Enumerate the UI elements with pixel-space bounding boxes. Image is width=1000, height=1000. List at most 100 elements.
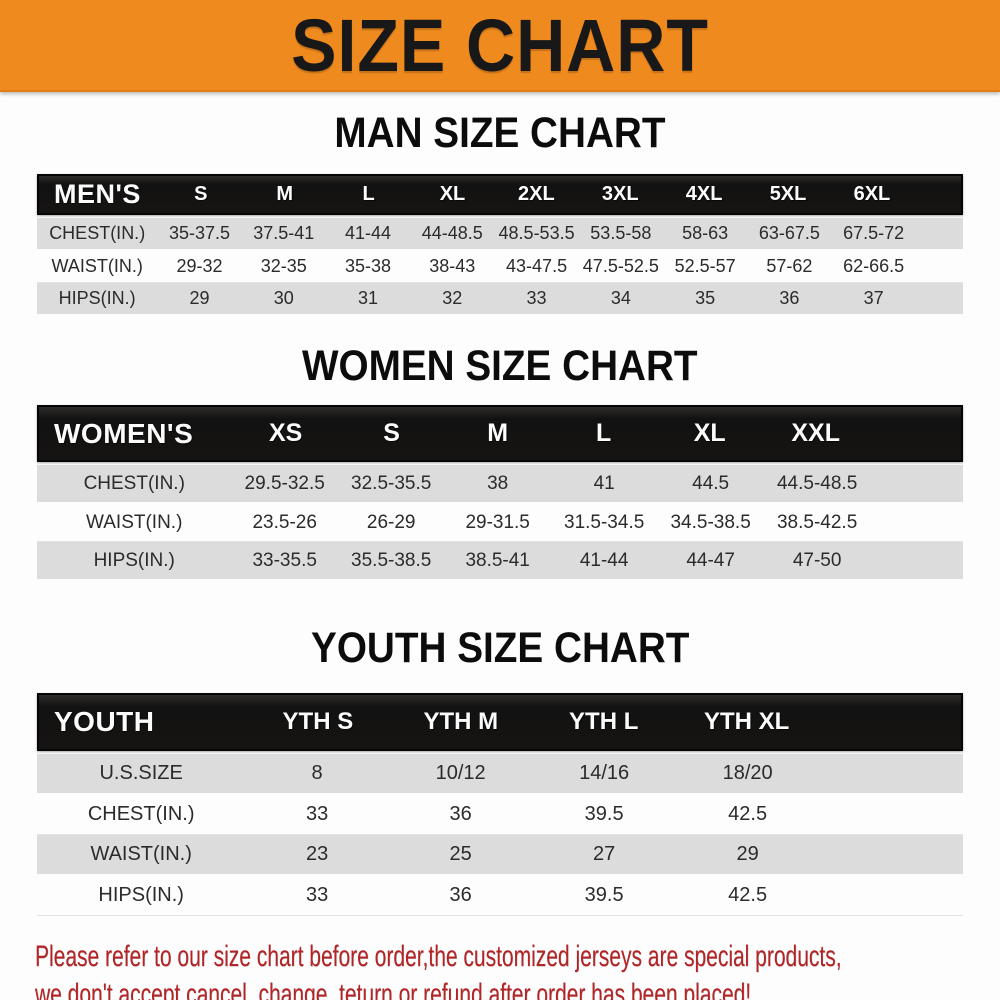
size-value-cell: 38-43 — [429, 256, 476, 276]
table-row-waist-in: WAIST(IN.) 23 25 27 29 — [37, 835, 963, 876]
size-column-header-yth-m: YTH M — [423, 708, 499, 735]
heading-man-size-chart: MAN SIZE CHART — [0, 109, 1000, 157]
table-row-hips-in: HIPS(IN.) 29 30 31 32 33 34 35 36 37 — [37, 283, 963, 316]
size-value-cell: 42.5 — [728, 803, 768, 825]
size-column-header-yth-s: YTH S — [282, 708, 354, 735]
disclaimer-text: Please refer to our size chart before or… — [35, 938, 965, 1000]
size-value-cell: 35-38 — [345, 256, 392, 276]
size-column-header-3xl: 3XL — [601, 183, 639, 205]
row-label: WAIST(IN.) — [90, 843, 192, 865]
size-value-cell: 29-32 — [176, 256, 223, 276]
heading-youth-size-chart: YOUTH SIZE CHART — [0, 624, 1000, 672]
table-row-waist-in: WAIST(IN.) 29-32 32-35 35-38 38-43 43-47.5 47.… — [37, 251, 963, 283]
size-value-cell: 39.5 — [584, 803, 624, 825]
youth-size-table: YOUTH YTH S YTH M YTH L YTH XL U.S.SIZE 8 10/12… — [37, 693, 963, 916]
table-row-chest-in: CHEST(IN.) 33 36 39.5 42.5 — [37, 795, 963, 835]
size-value-cell: 33-35.5 — [252, 549, 317, 571]
size-value-cell: 33 — [305, 803, 329, 825]
size-value-cell: 48.5-53.5 — [498, 223, 575, 243]
table-label: MEN'S — [54, 179, 141, 209]
section-women-size-chart: WOMEN SIZE CHART WOMEN'S XS S M L XL XXL CHEST(I… — [0, 342, 1000, 581]
size-value-cell: 29 — [189, 288, 210, 308]
size-value-cell: 30 — [273, 288, 294, 308]
table-row-u-s-size: U.S.SIZE 8 10/12 14/16 18/20 — [37, 754, 963, 795]
size-column-header-m: M — [487, 419, 509, 447]
size-value-cell: 36 — [449, 803, 472, 825]
table-label: YOUTH — [54, 706, 155, 737]
row-label: WAIST(IN.) — [86, 511, 183, 533]
size-value-cell: 42.5 — [728, 884, 768, 906]
section-man-size-chart: MAN SIZE CHART MEN'S S M L XL 2XL 3XL 4XL 5XL 6XL C… — [0, 109, 1000, 316]
size-column-header-m: M — [276, 183, 294, 205]
heading-text: MAN SIZE CHART — [334, 109, 666, 157]
size-chart-banner: SIZE CHART — [0, 0, 1000, 92]
size-column-header-l: L — [596, 419, 612, 447]
size-value-cell: 53.5-58 — [590, 223, 652, 243]
size-value-cell: 36 — [449, 884, 472, 906]
size-value-cell: 47-50 — [792, 549, 842, 571]
size-value-cell: 38.5-41 — [465, 549, 530, 571]
table-row-chest-in: CHEST(IN.) 35-37.5 37.5-41 41-44 44-48.5 48.5… — [37, 218, 963, 251]
row-label: CHEST(IN.) — [49, 223, 146, 243]
size-column-header-5xl: 5XL — [769, 183, 807, 205]
size-value-cell: 67.5-72 — [843, 223, 905, 243]
size-value-cell: 38 — [487, 472, 509, 494]
table-row-hips-in: HIPS(IN.) 33-35.5 35.5-38.5 38.5-41 41-44 44-… — [37, 542, 963, 581]
size-value-cell: 27 — [593, 843, 616, 865]
size-value-cell: 57-62 — [766, 256, 813, 276]
size-value-cell: 34.5-38.5 — [670, 511, 751, 533]
table-header-row: WOMEN'S XS S M L XL XXL — [37, 405, 963, 462]
row-label: HIPS(IN.) — [58, 288, 136, 308]
size-column-header-4xl: 4XL — [685, 183, 723, 205]
size-value-cell: 58-63 — [682, 223, 729, 243]
size-value-cell: 44-47 — [686, 549, 735, 571]
size-value-cell: 25 — [449, 843, 472, 865]
men-s-size-table: MEN'S S M L XL 2XL 3XL 4XL 5XL 6XL CHEST(IN.) 35-37… — [37, 174, 963, 316]
row-label: HIPS(IN.) — [93, 549, 175, 571]
size-value-cell: 41-44 — [579, 549, 629, 571]
size-column-header-yth-l: YTH L — [569, 708, 639, 735]
size-value-cell: 26-29 — [366, 511, 416, 533]
size-value-cell: 23 — [305, 843, 329, 865]
size-column-header-s: S — [383, 419, 400, 447]
size-value-cell: 34 — [610, 288, 631, 308]
size-chart-title: SIZE CHART — [291, 3, 709, 87]
size-column-header-s: S — [194, 183, 208, 205]
heading-text: WOMEN SIZE CHART — [302, 342, 698, 390]
size-value-cell: 44.5 — [692, 472, 730, 494]
row-label: CHEST(IN.) — [83, 472, 185, 494]
table-row-waist-in: WAIST(IN.) 23.5-26 26-29 29-31.5 31.5-34.5 34… — [37, 504, 963, 542]
size-value-cell: 35 — [695, 288, 716, 308]
disclaimer-line-2: we don't accept cancel, change, teturn o… — [35, 978, 752, 1000]
size-value-cell: 29 — [736, 843, 759, 865]
size-value-cell: 18/20 — [722, 762, 773, 784]
table-header-row: YOUTH YTH S YTH M YTH L YTH XL — [37, 693, 963, 751]
heading-text: YOUTH SIZE CHART — [310, 624, 690, 672]
size-column-header-xl: XL — [693, 419, 726, 447]
size-value-cell: 44-48.5 — [421, 223, 483, 243]
size-value-cell: 62-66.5 — [843, 256, 905, 276]
size-column-header-xs: XS — [268, 419, 303, 447]
table-label: WOMEN'S — [54, 417, 194, 449]
size-value-cell: 23.5-26 — [252, 511, 317, 533]
size-value-cell: 29.5-32.5 — [244, 472, 325, 494]
size-value-cell: 38.5-42.5 — [776, 511, 858, 533]
women-s-size-table: WOMEN'S XS S M L XL XXL CHEST(IN.) 29.5-32.5 32.5… — [37, 405, 963, 581]
section-youth-size-chart: YOUTH SIZE CHART YOUTH YTH S YTH M YTH L YTH … — [0, 624, 1000, 916]
size-column-header-xl: XL — [439, 183, 466, 205]
size-value-cell: 39.5 — [584, 884, 624, 906]
heading-women-size-chart: WOMEN SIZE CHART — [0, 342, 1000, 390]
size-value-cell: 32.5-35.5 — [351, 472, 432, 494]
row-label: WAIST(IN.) — [51, 256, 143, 276]
size-value-cell: 35-37.5 — [168, 223, 231, 243]
size-value-cell: 31.5-34.5 — [564, 511, 645, 533]
table-row-hips-in: HIPS(IN.) 33 36 39.5 42.5 — [37, 876, 963, 916]
size-value-cell: 41 — [593, 472, 615, 494]
size-value-cell: 32 — [442, 288, 463, 308]
size-value-cell: 10/12 — [435, 762, 486, 784]
size-column-header-l: L — [362, 183, 375, 205]
size-chart-sections: MAN SIZE CHART MEN'S S M L XL 2XL 3XL 4XL 5XL 6XL C… — [0, 109, 1000, 916]
size-value-cell: 47.5-52.5 — [582, 256, 659, 276]
row-label: U.S.SIZE — [99, 762, 183, 784]
size-value-cell: 33 — [526, 288, 547, 308]
